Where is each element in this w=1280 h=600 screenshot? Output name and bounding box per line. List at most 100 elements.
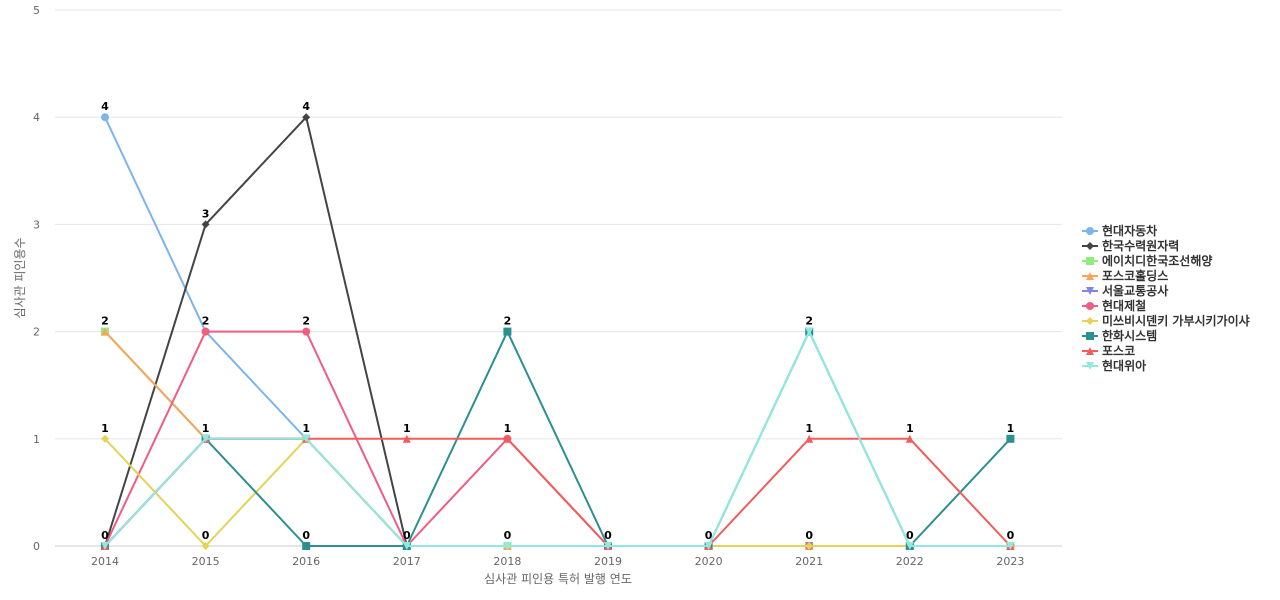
- x-axis-ticks: 2014 2015 2016 2017 2018 2019 2020 2021 2022 2023: [91, 555, 1024, 568]
- data-point: [604, 542, 612, 550]
- legend-label: 미쓰비시덴키 가부시키가이샤: [1102, 313, 1250, 328]
- x-tick-label: 2022: [896, 555, 924, 568]
- legend-label: 한화시스템: [1102, 328, 1157, 343]
- data-point: [201, 327, 210, 336]
- data-point: [302, 327, 311, 336]
- legend-label: 포스코홀딩스: [1102, 268, 1168, 283]
- x-tick-label: 2021: [795, 555, 823, 568]
- data-label: 1: [302, 422, 310, 435]
- y-axis-ticks: 0 1 2 3 4 5: [33, 4, 40, 553]
- data-label: 0: [504, 529, 512, 542]
- legend-marker: [1086, 257, 1094, 265]
- data-point: [503, 434, 512, 443]
- data-label: 0: [1007, 529, 1015, 542]
- data-point: [101, 434, 109, 443]
- legend-item[interactable]: 에이치디한국조선해양: [1082, 253, 1212, 268]
- y-tick-label: 2: [33, 326, 40, 339]
- legend-label: 현대자동차: [1102, 223, 1157, 238]
- data-point: [101, 327, 109, 336]
- x-tick-label: 2019: [594, 555, 622, 568]
- x-tick-label: 2018: [493, 555, 521, 568]
- data-point: [302, 434, 311, 443]
- legend-label: 현대위아: [1102, 358, 1146, 373]
- data-point: [201, 542, 210, 550]
- y-tick-label: 4: [33, 111, 40, 124]
- data-label: 0: [906, 529, 914, 542]
- data-point: [402, 542, 411, 550]
- data-label: 1: [1007, 422, 1015, 435]
- legend-label: 서울교통공사: [1102, 283, 1168, 298]
- legend-item[interactable]: 포스코: [1082, 344, 1135, 358]
- legend-item[interactable]: 현대제철: [1082, 298, 1146, 313]
- data-label: 2: [202, 315, 210, 328]
- data-point: [503, 542, 512, 550]
- grid-lines: [55, 9, 1062, 547]
- legend-marker: [1086, 227, 1094, 235]
- data-point: [805, 327, 814, 336]
- legend-marker: [1086, 272, 1094, 280]
- legend-item[interactable]: 현대위아: [1082, 358, 1146, 373]
- legend-label: 포스코: [1102, 344, 1135, 358]
- y-tick-label: 5: [33, 4, 40, 17]
- data-point: [101, 542, 109, 550]
- data-label: 1: [403, 422, 411, 435]
- data-point: [402, 434, 411, 443]
- data-point: [704, 542, 713, 550]
- data-point: [201, 220, 210, 229]
- legend-marker: [1086, 287, 1094, 295]
- legend-item[interactable]: 한국수력원자력: [1082, 238, 1179, 253]
- y-tick-label: 1: [33, 433, 40, 446]
- x-tick-label: 2017: [393, 555, 421, 568]
- legend-marker: [1086, 242, 1094, 250]
- series-10: [101, 327, 1015, 550]
- x-tick-label: 2015: [192, 555, 220, 568]
- data-label: 2: [101, 315, 109, 328]
- data-label: 1: [504, 422, 512, 435]
- data-point: [503, 327, 512, 336]
- series-9: [101, 434, 1015, 550]
- legend-marker: [1086, 347, 1094, 355]
- data-label: 0: [202, 529, 210, 542]
- legend-marker: [1086, 302, 1094, 310]
- data-label: 4: [101, 100, 109, 113]
- data-label: 0: [403, 529, 411, 542]
- legend-item[interactable]: 포스코홀딩스: [1082, 268, 1168, 283]
- legend-item[interactable]: 서울교통공사: [1082, 283, 1168, 298]
- data-label: 2: [504, 315, 512, 328]
- data-point: [302, 542, 311, 550]
- data-label: 1: [202, 422, 210, 435]
- data-point: [905, 434, 914, 443]
- data-label: 1: [906, 422, 914, 435]
- data-point: [201, 434, 210, 443]
- data-point: [101, 113, 109, 122]
- data-point: [805, 434, 814, 443]
- legend-item[interactable]: 미쓰비시덴키 가부시키가이샤: [1082, 313, 1250, 328]
- data-label: 0: [705, 529, 713, 542]
- legend: 현대자동차한국수력원자력에이치디한국조선해양포스코홀딩스서울교통공사현대제철미쓰…: [1082, 223, 1250, 373]
- series-line: [104, 330, 1011, 547]
- legend-label: 에이치디한국조선해양: [1102, 253, 1212, 268]
- series-group: [101, 113, 1015, 550]
- data-point: [805, 542, 814, 550]
- data-point: [905, 542, 914, 550]
- y-axis-title: 심사관 피인용수: [13, 237, 27, 318]
- data-point: [302, 113, 311, 122]
- series-line: [104, 437, 1012, 547]
- data-point: [1006, 434, 1015, 443]
- legend-marker: [1086, 332, 1094, 340]
- legend-label: 한국수력원자력: [1102, 238, 1179, 253]
- data-label: 1: [805, 422, 813, 435]
- data-label: 0: [302, 529, 310, 542]
- data-label: 0: [101, 529, 109, 542]
- data-label: 2: [302, 315, 310, 328]
- legend-item[interactable]: 현대자동차: [1082, 223, 1157, 238]
- legend-item[interactable]: 한화시스템: [1082, 328, 1157, 343]
- data-label: 4: [302, 100, 310, 113]
- y-tick-label: 0: [33, 540, 40, 553]
- legend-label: 현대제철: [1102, 298, 1146, 313]
- x-axis-title: 심사관 피인용 특허 발행 연도: [484, 571, 632, 586]
- data-label: 2: [805, 315, 813, 328]
- data-label: 1: [101, 422, 109, 435]
- x-tick-label: 2023: [996, 555, 1024, 568]
